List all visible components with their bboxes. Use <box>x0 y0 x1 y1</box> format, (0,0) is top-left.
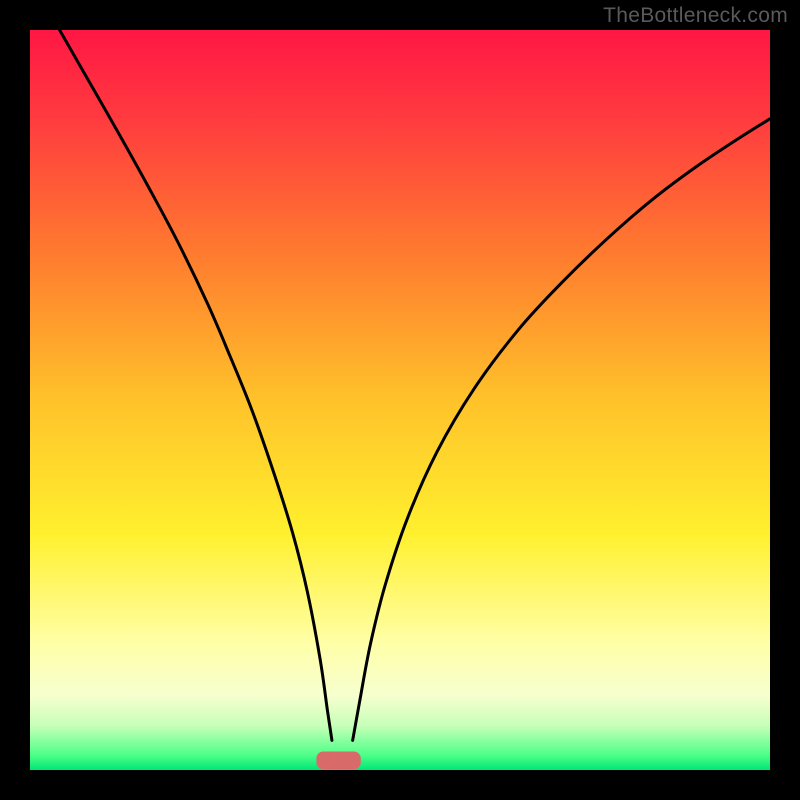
bottleneck-chart-svg <box>0 0 800 800</box>
chart-container: TheBottleneck.com <box>0 0 800 800</box>
valley-marker <box>316 752 360 770</box>
watermark-text: TheBottleneck.com <box>603 4 788 28</box>
gradient-plot-area <box>30 30 770 770</box>
